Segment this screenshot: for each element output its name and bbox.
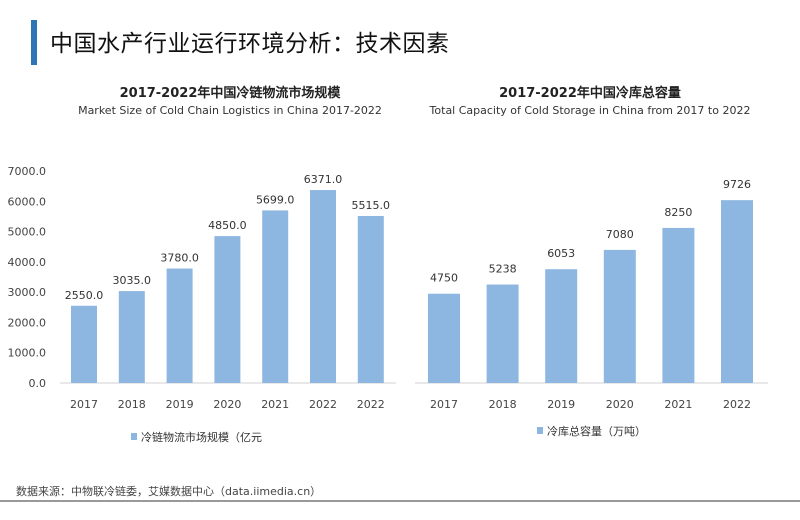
bar — [545, 269, 578, 383]
bar — [262, 210, 289, 383]
data-label: 4750 — [430, 272, 458, 285]
x-tick-label: 2021 — [664, 398, 692, 411]
x-tick-label: 2022 — [357, 398, 385, 411]
data-label: 6371.0 — [304, 173, 343, 186]
bar — [603, 249, 636, 383]
bar — [118, 291, 145, 383]
bar — [721, 200, 753, 383]
y-tick-label: 4000.0 — [8, 256, 47, 269]
page-title: 中国水产行业运行环境分析：技术因素 — [50, 31, 450, 57]
x-tick-label: 2020 — [606, 398, 634, 411]
data-label: 2550.0 — [65, 289, 104, 302]
data-label: 5238 — [489, 263, 517, 276]
x-tick-label: 2018 — [118, 398, 146, 411]
data-label: 5699.0 — [256, 193, 295, 206]
bar — [166, 268, 193, 383]
chart1-title: 2017-2022年中国冷链物流市场规模 — [119, 86, 341, 101]
y-tick-label: 0.0 — [29, 377, 47, 390]
bar — [486, 284, 519, 383]
bar — [357, 215, 384, 383]
data-label: 3035.0 — [113, 274, 152, 287]
legend-label: 冷库总容量（万吨） — [547, 424, 646, 438]
data-label: 4850.0 — [208, 219, 247, 232]
title-accent-bar — [31, 20, 37, 65]
y-tick-label: 2000.0 — [8, 316, 47, 329]
bar — [214, 236, 241, 383]
data-source: 数据来源：中物联冷链委，艾媒数据中心（data.iimedia.cn） — [16, 485, 322, 498]
x-tick-label: 2017 — [70, 398, 98, 411]
chart1-subtitle: Market Size of Cold Chain Logistics in C… — [78, 104, 382, 117]
bar — [428, 293, 460, 383]
data-label: 9726 — [723, 178, 751, 191]
y-tick-label: 3000.0 — [8, 286, 47, 299]
x-tick-label: 2022 — [723, 398, 751, 411]
y-tick-label: 5000.0 — [8, 226, 47, 239]
x-tick-label: 2017 — [430, 398, 458, 411]
footer-divider — [0, 500, 800, 502]
data-label: 5515.0 — [352, 199, 391, 212]
bar — [662, 227, 695, 383]
legend-swatch — [131, 433, 137, 440]
x-tick-label: 2019 — [166, 398, 194, 411]
chart2-subtitle: Total Capacity of Cold Storage in China … — [429, 104, 751, 117]
data-label: 3780.0 — [160, 252, 199, 265]
bar — [310, 190, 336, 383]
data-label: 8250 — [664, 206, 692, 219]
x-tick-label: 2021 — [261, 398, 289, 411]
x-tick-label: 2019 — [547, 398, 575, 411]
y-tick-label: 7000.0 — [8, 165, 47, 178]
x-tick-label: 2022 — [309, 398, 337, 411]
y-tick-label: 1000.0 — [8, 347, 47, 360]
x-tick-label: 2018 — [489, 398, 517, 411]
chart2-title: 2017-2022年中国冷库总容量 — [499, 86, 681, 101]
y-tick-label: 6000.0 — [8, 195, 47, 208]
bar — [71, 305, 97, 383]
legend-label: 冷链物流市场规模（亿元 — [141, 430, 262, 444]
x-tick-label: 2020 — [213, 398, 241, 411]
data-label: 7080 — [606, 228, 634, 241]
data-label: 6053 — [547, 247, 575, 260]
legend-swatch — [537, 427, 543, 434]
